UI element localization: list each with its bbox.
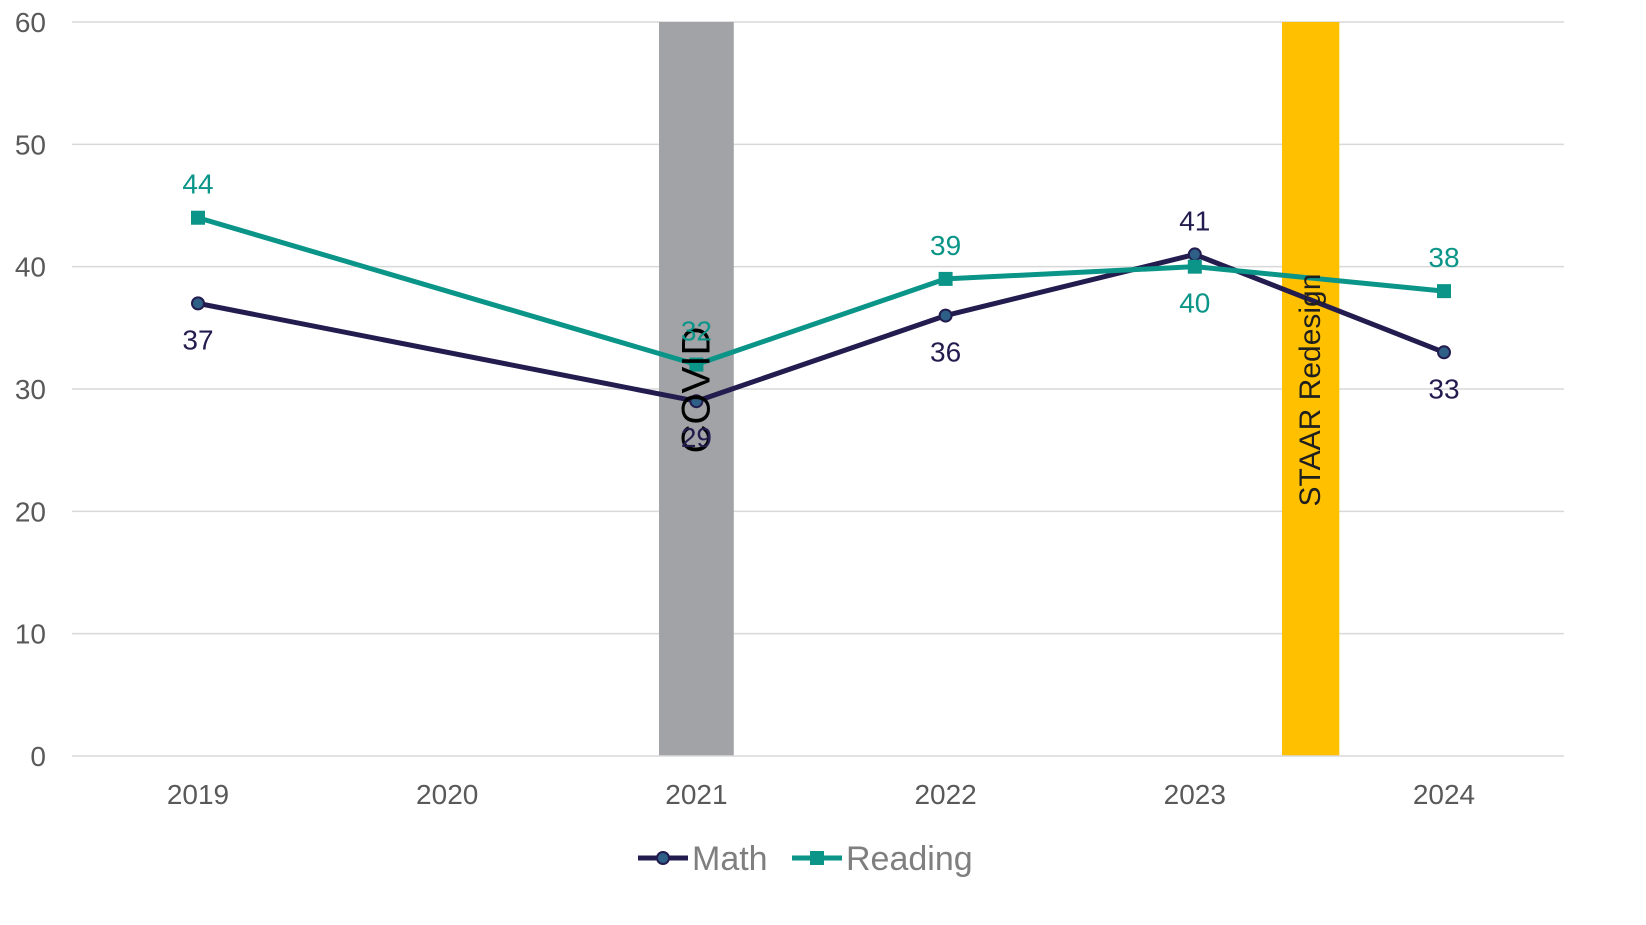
y-tick-label: 30	[15, 374, 46, 405]
band-covid	[659, 22, 734, 756]
y-tick-label: 50	[15, 129, 46, 160]
series-lines	[191, 210, 1451, 409]
data-label-reading: 32	[681, 316, 712, 347]
data-point-math	[938, 308, 953, 323]
band-staar-redesign	[1282, 22, 1340, 756]
band-label-covid: COVID	[674, 327, 718, 454]
y-tick-label: 60	[15, 7, 46, 38]
y-tick-label: 20	[15, 496, 46, 527]
data-label-math: 41	[1179, 205, 1210, 236]
y-tick-label: 0	[30, 741, 46, 772]
legend: Math Reading	[638, 840, 973, 878]
gridlines	[72, 21, 1564, 635]
data-point-math	[191, 296, 205, 311]
axes: 0 10 20 30 40 50 60 2019 2020 2021 2022 2023 2024	[15, 7, 1564, 810]
x-tick-label: 2023	[1164, 779, 1226, 810]
x-tick-label: 2022	[914, 779, 976, 810]
annotation-band-labels: COVID STAAR Redesign	[674, 274, 1327, 507]
band-label-staar-redesign: STAAR Redesign	[1294, 274, 1327, 507]
legend-label-math: Math	[692, 840, 768, 878]
data-label-reading: 44	[182, 169, 213, 200]
data-label-reading: 39	[930, 230, 961, 261]
series-line-math	[195, 251, 1447, 404]
data-point-math	[1187, 247, 1202, 262]
annotation-bands	[659, 22, 1340, 756]
y-tick-label: 10	[15, 619, 46, 650]
data-labels: 37 29 36 41 33 44 32 39 40 38	[182, 169, 1459, 454]
x-tick-label: 2020	[416, 779, 478, 810]
legend-marker-reading	[810, 851, 824, 865]
data-label-reading: 40	[1179, 288, 1210, 319]
legend-marker-math	[656, 851, 670, 865]
legend-label-reading: Reading	[846, 840, 973, 878]
data-label-math: 37	[182, 324, 213, 355]
data-point-math	[689, 394, 704, 409]
data-point-reading	[191, 210, 205, 225]
data-point-reading	[938, 271, 953, 286]
data-point-reading	[689, 357, 704, 372]
x-tick-label: 2019	[167, 779, 229, 810]
data-point-math	[1437, 345, 1451, 360]
data-label-math: 33	[1428, 373, 1459, 404]
data-label-reading: 38	[1428, 242, 1459, 273]
data-label-math: 29	[681, 422, 712, 453]
data-point-reading	[1187, 259, 1202, 274]
x-tick-label: 2024	[1413, 779, 1475, 810]
data-point-reading	[1437, 284, 1451, 299]
y-tick-label: 40	[15, 252, 46, 283]
data-label-math: 36	[930, 337, 961, 368]
x-tick-label: 2021	[665, 779, 727, 810]
